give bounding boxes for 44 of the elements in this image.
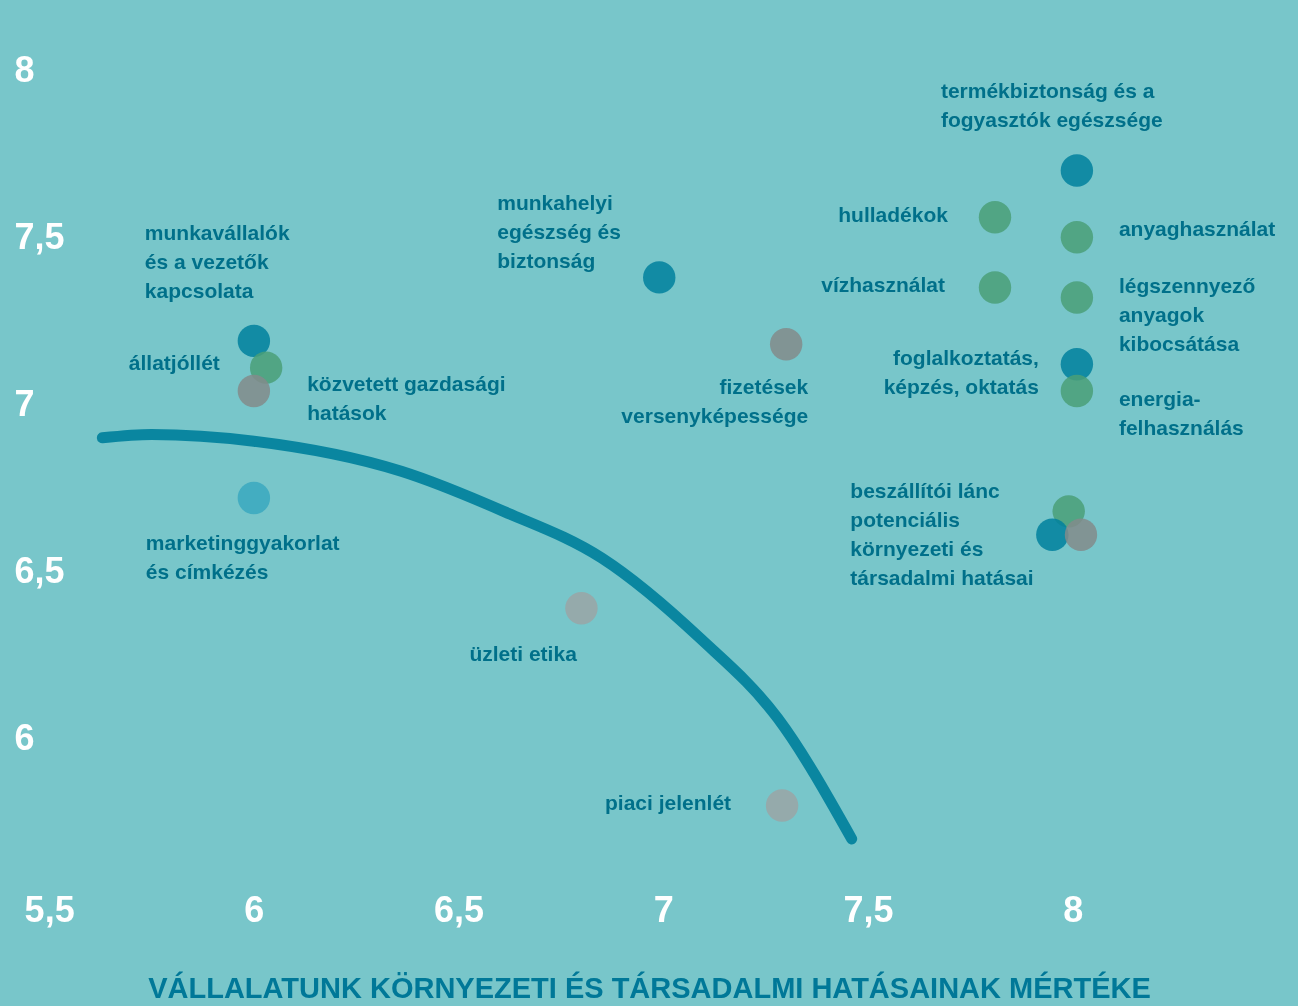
x-tick-label: 7,5 [843, 888, 894, 930]
point [1060, 374, 1094, 408]
point [1060, 281, 1094, 314]
point [237, 481, 271, 515]
point [769, 328, 803, 361]
x-axis-title: VÁLLALATUNK KÖRNYEZETI ÉS TÁRSADALMI HATÁSAINAK MÉRTÉKE [148, 970, 1151, 1004]
annotation: piaci jelenlét [605, 791, 732, 815]
y-tick-label: 8 [14, 48, 35, 90]
x-tick-label: 6 [244, 888, 265, 930]
annotation: foglalkoztatás, képzés, oktatás [883, 346, 1039, 399]
point [1036, 518, 1069, 551]
point [565, 592, 598, 625]
y-tick-label: 6,5 [14, 550, 65, 592]
annotation: állatjóllét [128, 351, 220, 375]
annotation: fizetések versenyképessége [621, 375, 809, 428]
point [249, 351, 283, 384]
x-tick-label: 8 [1063, 888, 1084, 930]
annotation: anyaghasználat [1118, 217, 1276, 241]
x-tick-label: 5,5 [24, 888, 75, 930]
point [978, 271, 1012, 304]
point [1064, 518, 1098, 551]
y-tick-label: 6 [14, 717, 35, 759]
annotation: beszállítói lánc potenciális környezeti és társadalmi hatásai [850, 478, 1034, 589]
annotation: energia- felhasználás [1118, 387, 1244, 440]
point [237, 324, 271, 358]
point [1060, 154, 1094, 187]
annotation: légszennyező anyagok kibocsátása [1118, 274, 1256, 356]
annotation: termékbiztonság és a fogyasztók egészsége [940, 79, 1163, 132]
point [978, 201, 1012, 234]
annotation: vízhasználat [821, 273, 945, 297]
annotation: munkavállalók és a vezetők kapcsolata [144, 220, 290, 302]
point [765, 789, 799, 822]
point [237, 374, 271, 408]
x-tick-label: 6,5 [434, 888, 485, 930]
x-tick-label: 7 [653, 888, 674, 930]
y-tick-label: 7,5 [14, 215, 65, 257]
point [1060, 221, 1094, 254]
y-tick-label: 7 [14, 382, 35, 424]
annotation: közvetett gazdasági hatások [307, 371, 506, 424]
point [643, 261, 676, 294]
annotation: marketinggyakorlat és címkézés [145, 530, 340, 583]
annotation: üzleti etika [469, 642, 578, 666]
annotation: hulladékok [838, 203, 949, 227]
annotation: munkahelyi egészség és biztonság [497, 191, 621, 273]
